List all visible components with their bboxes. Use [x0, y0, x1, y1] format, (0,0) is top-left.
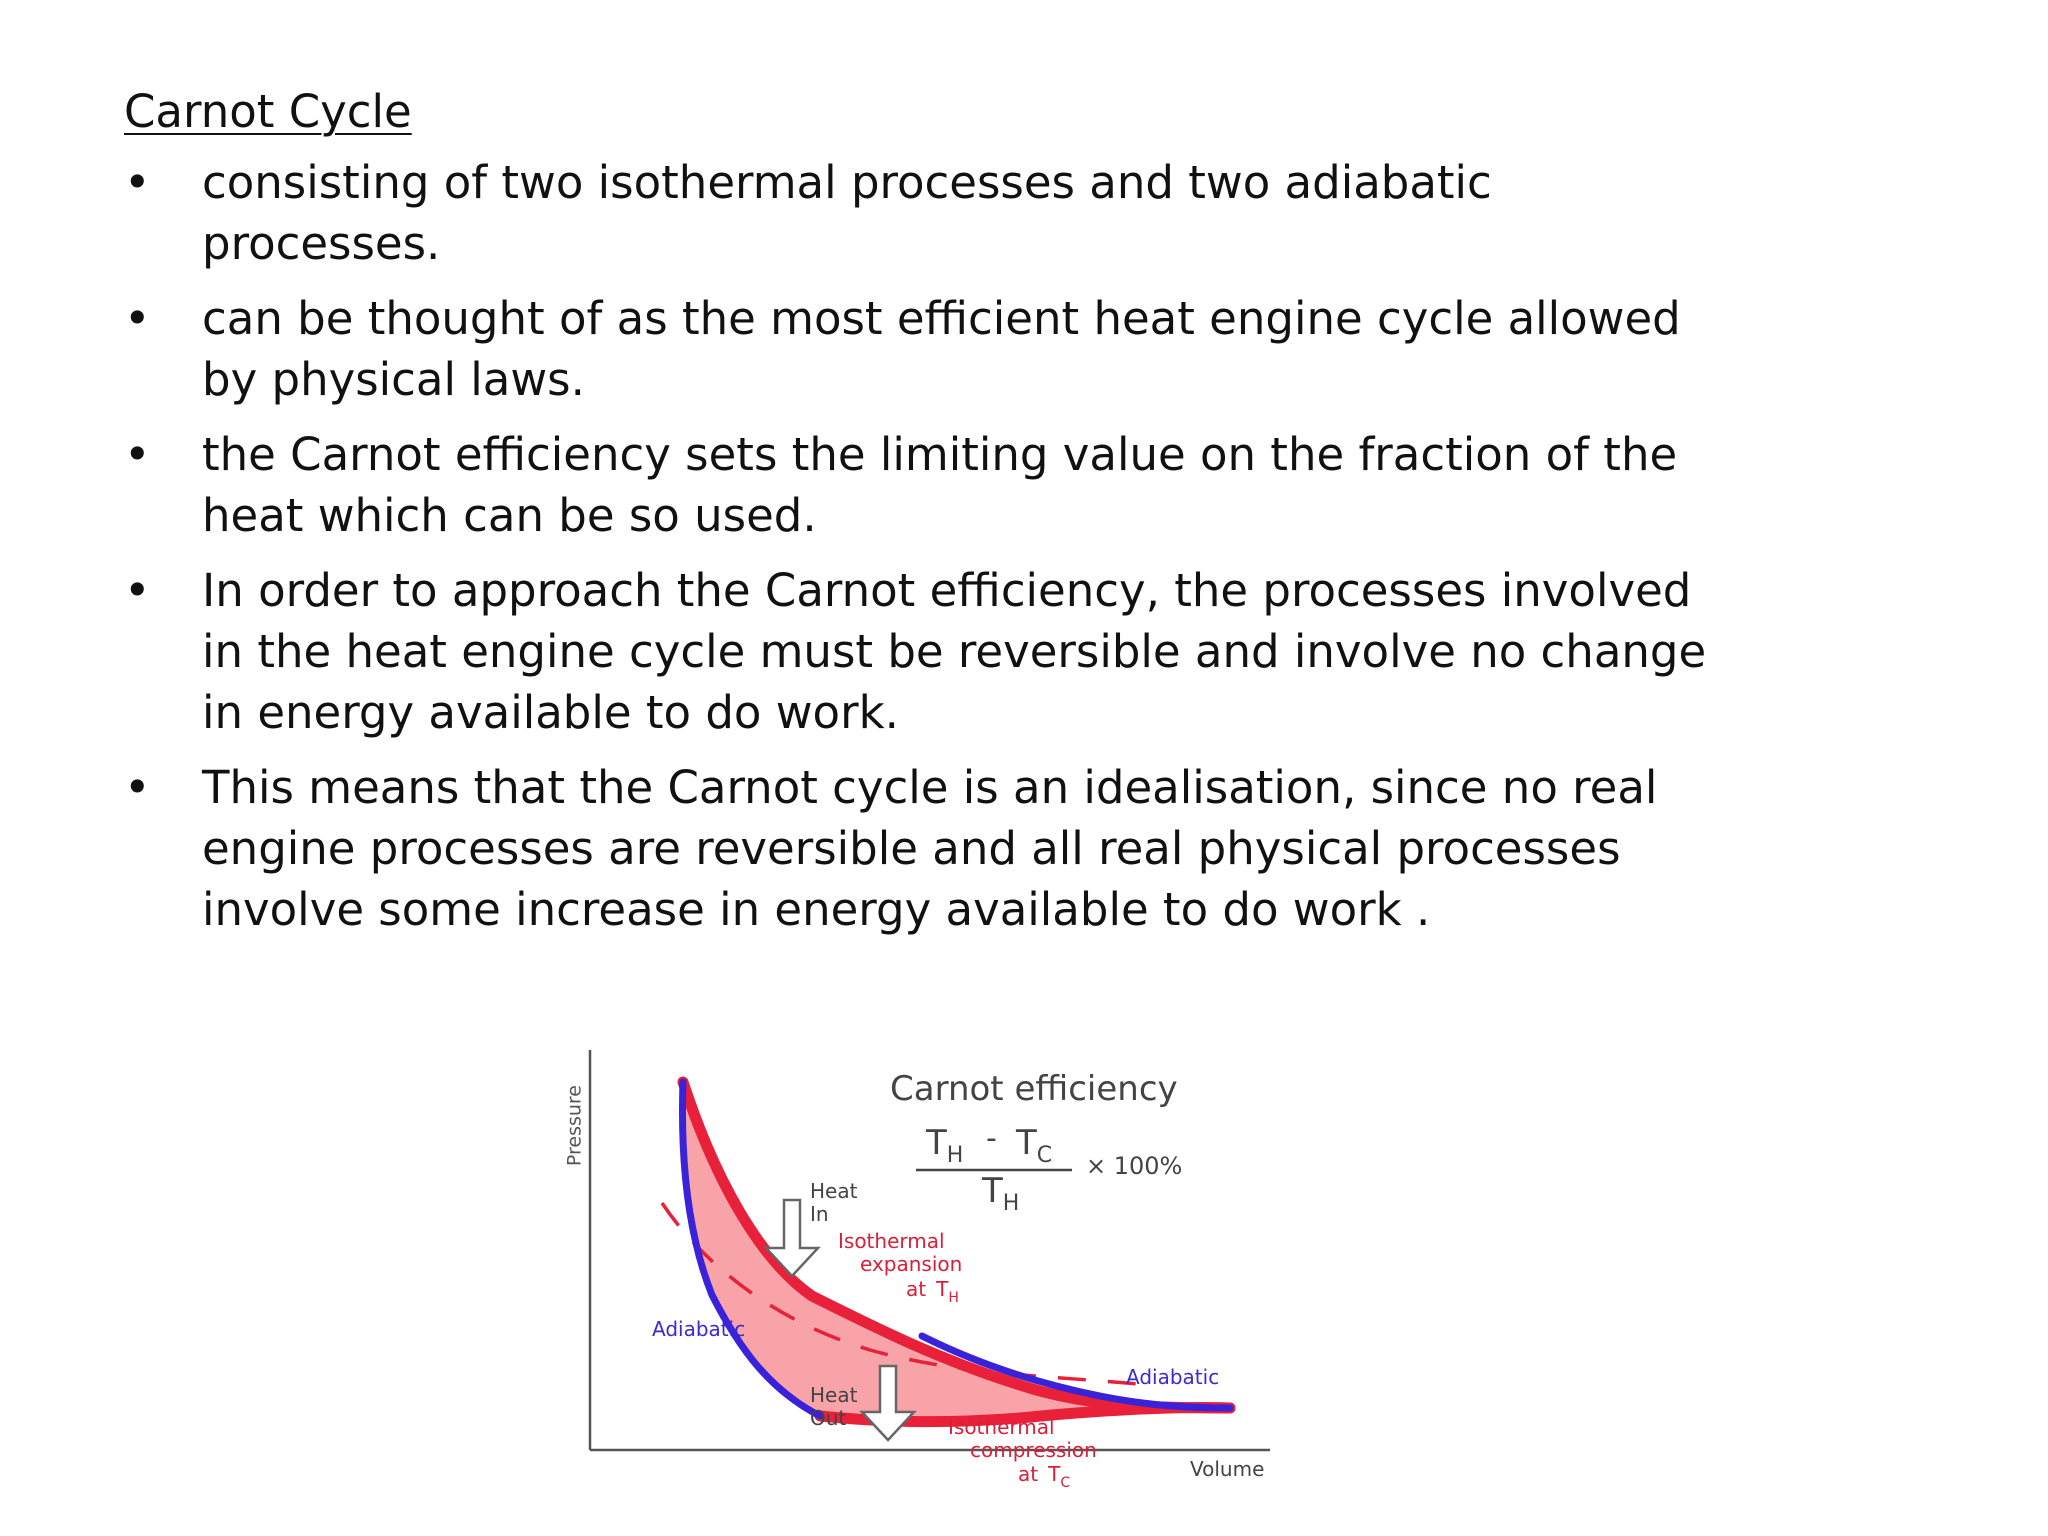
adiabatic-right-curve [918, 1332, 1234, 1412]
formula-denominator-th: TH [981, 1171, 1019, 1216]
adiabatic-right-label: Adiabatic [1126, 1365, 1219, 1389]
heat-out-label: Heat Out [810, 1383, 864, 1430]
slide-title: Carnot Cycle [124, 85, 412, 138]
bullet-item: • consisting of two isothermal processes … [124, 152, 1744, 274]
bullet-list: • consisting of two isothermal processes … [124, 152, 1744, 954]
bullet-item: • In order to approach the Carnot efficie… [124, 560, 1744, 743]
bullet-item: • the Carnot efficiency sets the limiting… [124, 424, 1744, 546]
bullet-text: In order to approach the Carnot efficien… [202, 564, 1707, 739]
isothermal-compression-temp: at TC [1018, 1462, 1070, 1491]
bullet-item: • This means that the Carnot cycle is an … [124, 757, 1744, 940]
bullet-text: the Carnot efficiency sets the limiting … [202, 428, 1678, 542]
carnot-pv-diagram: Pressure Volume Carnot efficiency TH - T… [540, 1030, 1280, 1510]
formula-numerator-th: TH [925, 1123, 963, 1168]
bullet-text: This means that the Carnot cycle is an i… [202, 761, 1658, 936]
efficiency-title: Carnot efficiency [890, 1069, 1178, 1109]
pv-diagram-svg: Pressure Volume Carnot efficiency TH - T… [564, 1050, 1270, 1491]
bullet-dot: • [124, 564, 151, 617]
cycle-area [682, 1082, 1230, 1422]
bullet-text: can be thought of as the most efficient … [202, 292, 1681, 406]
isothermal-expansion-label: Isothermal expansion [838, 1229, 962, 1276]
bullet-dot: • [124, 761, 151, 814]
heat-out-arrow-icon [859, 1364, 917, 1442]
formula-numerator-tc: TC [1015, 1123, 1052, 1168]
isothermal-expansion-temp: at TH [906, 1277, 959, 1306]
isothermal-compression-label: Isothermal compression [948, 1415, 1097, 1462]
bullet-dot: • [124, 156, 151, 209]
y-axis-label: Pressure [564, 1085, 586, 1166]
formula-multiplier: × 100% [1086, 1152, 1182, 1180]
heat-in-arrow-icon [763, 1198, 821, 1278]
formula-minus: - [986, 1121, 997, 1156]
bullet-dot: • [124, 292, 151, 345]
dashed-adiabat-extension [660, 1202, 1151, 1387]
x-axis-label: Volume [1190, 1457, 1264, 1481]
heat-in-label: Heat In [810, 1179, 864, 1226]
adiabatic-left-label: Adiabatic [652, 1317, 745, 1341]
bullet-dot: • [124, 428, 151, 481]
bullet-item: • can be thought of as the most efficient… [124, 288, 1744, 410]
bullet-text: consisting of two isothermal processes a… [202, 156, 1492, 270]
adiabatic-left-curve [678, 1078, 824, 1420]
isothermal-expansion-curve [677, 1076, 1236, 1414]
